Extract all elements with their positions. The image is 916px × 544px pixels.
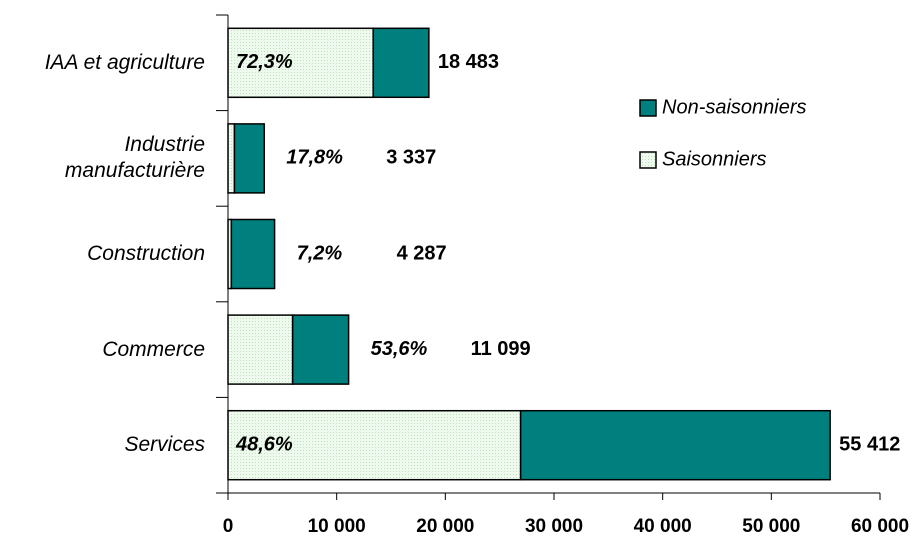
total-label: 18 483 [438, 51, 499, 73]
total-label: 55 412 [839, 433, 900, 455]
total-label: 4 287 [397, 242, 447, 264]
bar-segment [227, 123, 236, 194]
legend-swatch [639, 151, 657, 169]
total-label: 3 337 [386, 147, 436, 169]
bar-segment [227, 27, 374, 99]
bar-segment [519, 409, 831, 481]
share-label: 17,8% [286, 147, 343, 169]
legend-label: Saisonniers [662, 148, 767, 170]
bar-segment [372, 27, 430, 99]
category-label: Commerce [102, 337, 205, 361]
x-tick-label: 60 000 [851, 516, 909, 537]
x-tick-label: 0 [223, 516, 234, 537]
category-label: Industrie manufacturière [64, 133, 205, 183]
share-label: 72,3% [236, 51, 293, 73]
share-label: 7,2% [297, 242, 343, 264]
x-tick-label: 30 000 [525, 516, 583, 537]
legend-swatch [639, 99, 657, 117]
bar-segment [227, 314, 294, 385]
x-tick-label: 50 000 [742, 516, 800, 537]
category-label: Construction [87, 242, 205, 265]
category-label: IAA et agriculture [44, 50, 205, 74]
bar-segment [291, 314, 350, 385]
legend-label: Non-saisonniers [662, 96, 807, 118]
total-label: 11 099 [471, 338, 531, 360]
x-tick-label: 20 000 [416, 516, 474, 537]
x-tick-label: 40 000 [634, 516, 692, 537]
bar-segment [233, 123, 266, 194]
share-label: 53,6% [371, 338, 428, 360]
x-tick-label: 10 000 [308, 516, 366, 537]
category-label: Services [124, 433, 205, 457]
share-label: 48,6% [235, 433, 293, 455]
bar-segment [230, 218, 276, 290]
